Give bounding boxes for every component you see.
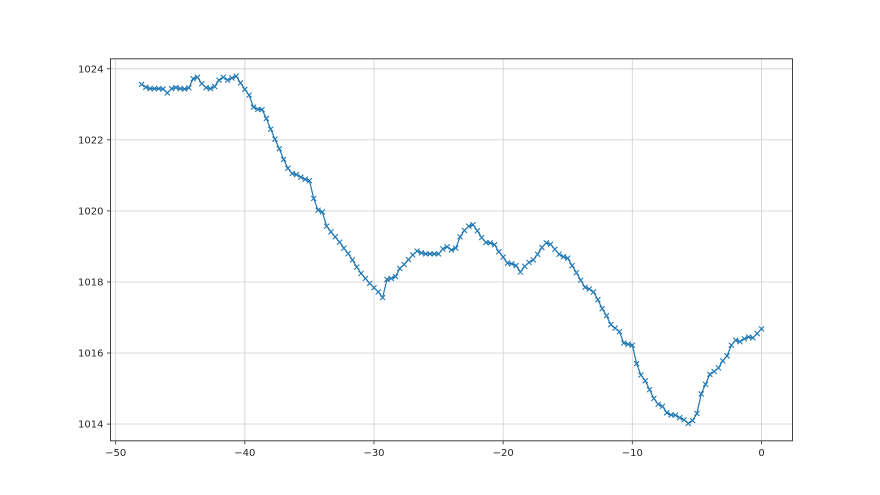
- y-tick-label: 1020: [78, 206, 103, 217]
- axes-spines: [110, 58, 793, 442]
- x-tick-label: −10: [622, 448, 643, 459]
- y-tick-label: 1024: [78, 64, 103, 75]
- x-tick-label: −30: [363, 448, 384, 459]
- y-tick-label: 1022: [78, 135, 103, 146]
- data-point-markers: [138, 73, 765, 427]
- y-tick-label: 1014: [78, 420, 103, 431]
- y-tick-label: 1018: [78, 277, 103, 288]
- x-tick-label: −50: [105, 448, 126, 459]
- x-tick-label: −40: [234, 448, 255, 459]
- x-tick-label: −20: [493, 448, 514, 459]
- x-tick-label: 0: [758, 448, 764, 459]
- y-tick-label: 1016: [78, 349, 103, 360]
